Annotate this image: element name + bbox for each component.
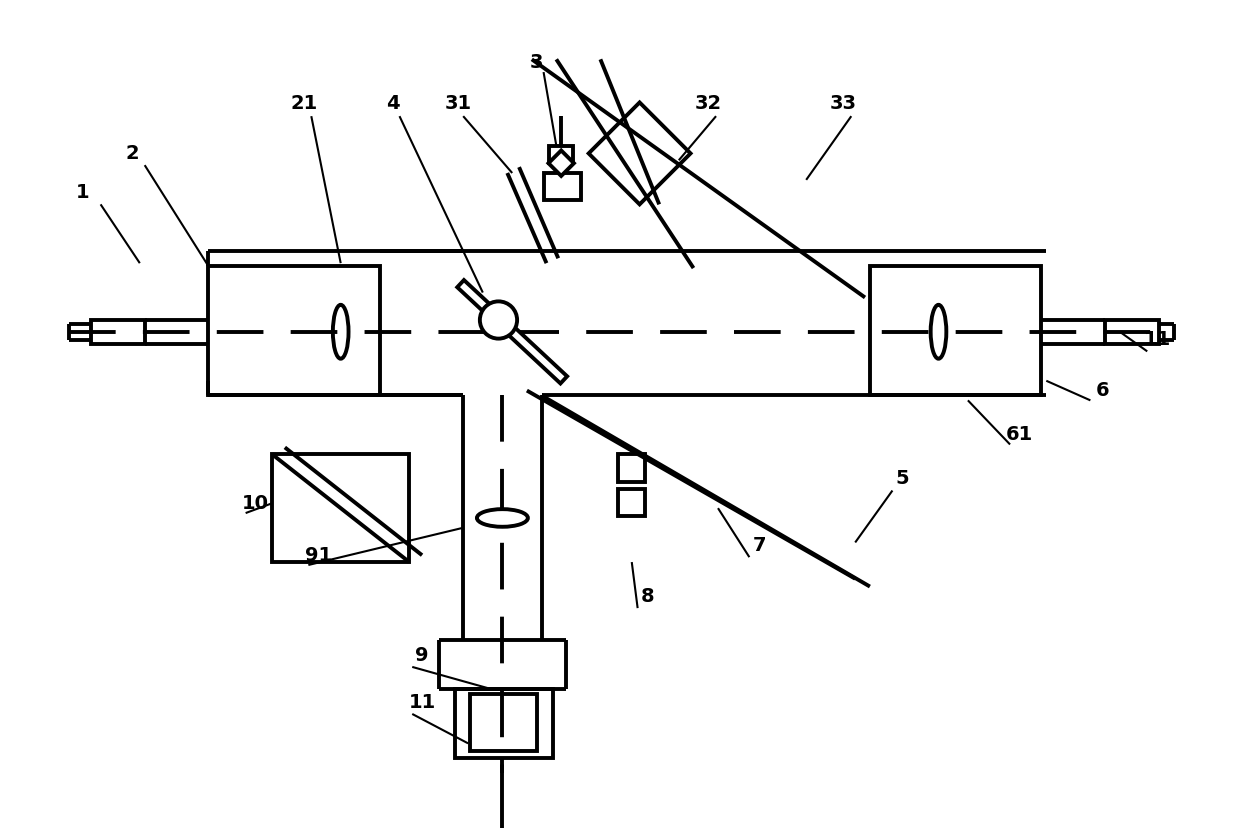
Bar: [549, 145, 573, 163]
Bar: [543, 173, 580, 201]
Ellipse shape: [332, 305, 348, 359]
Polygon shape: [589, 103, 691, 204]
Ellipse shape: [931, 305, 946, 359]
Text: 3: 3: [529, 53, 543, 72]
Text: 8: 8: [641, 587, 655, 606]
Polygon shape: [458, 280, 567, 384]
Text: 91: 91: [305, 546, 332, 564]
Bar: [470, 695, 537, 752]
Ellipse shape: [477, 509, 528, 527]
Text: 9: 9: [415, 645, 429, 665]
Text: 2: 2: [125, 144, 139, 163]
Bar: [272, 454, 409, 562]
Text: 32: 32: [694, 94, 722, 113]
Bar: [455, 690, 553, 758]
Bar: [618, 488, 646, 516]
Text: 4: 4: [386, 94, 399, 113]
Text: 6: 6: [1095, 381, 1109, 400]
Text: 1: 1: [76, 183, 89, 202]
Text: 11: 11: [1143, 330, 1171, 349]
Text: 10: 10: [242, 494, 269, 512]
Text: 5: 5: [895, 469, 909, 488]
Bar: [1105, 320, 1159, 344]
Circle shape: [480, 302, 517, 339]
Bar: [618, 454, 646, 482]
Bar: [870, 266, 1042, 395]
Text: 21: 21: [291, 94, 319, 113]
Text: 61: 61: [1006, 426, 1033, 444]
Text: 31: 31: [445, 94, 472, 113]
Polygon shape: [548, 150, 574, 176]
Text: 7: 7: [753, 536, 766, 555]
Text: 11: 11: [408, 693, 435, 711]
Bar: [208, 266, 379, 395]
Text: 33: 33: [830, 94, 857, 113]
Bar: [91, 320, 145, 344]
